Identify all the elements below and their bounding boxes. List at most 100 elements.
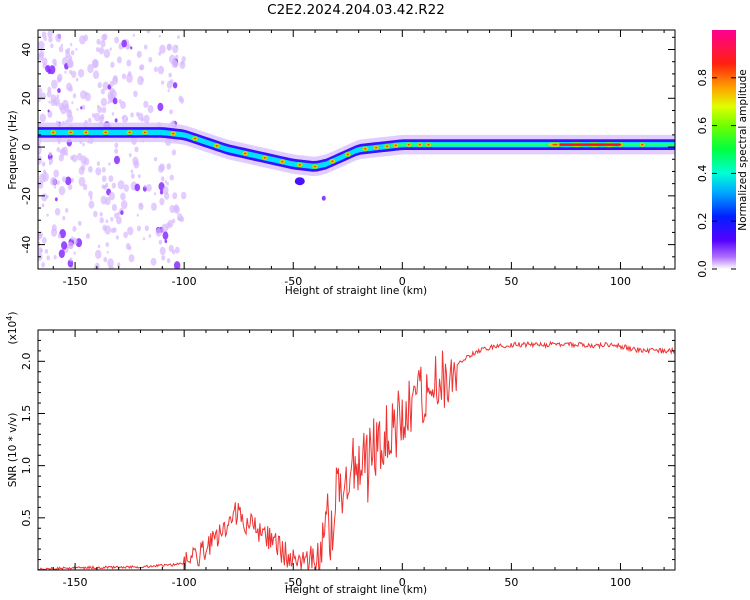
ridge-hotspot (638, 142, 646, 148)
noise-speckle (166, 182, 169, 186)
noise-speckle (159, 44, 166, 54)
noise-speckle (82, 183, 88, 191)
noise-speckle (123, 184, 130, 192)
noise-speckle (105, 242, 109, 248)
noise-speckle (136, 213, 139, 217)
ridge-hotspot (261, 155, 269, 161)
noise-speckle (94, 112, 101, 122)
snr-ticks: -150 -100 -50 0 50 100 0.5 1.0 1.5 2.0 (20, 330, 675, 589)
noise-speckle (117, 211, 121, 216)
ridge-hotspot (169, 131, 177, 137)
noise-speckle (98, 46, 105, 55)
noise-speckle (91, 58, 99, 69)
noise-speckle (81, 104, 86, 110)
noise-speckle (38, 247, 43, 254)
ridge-hotspot (424, 142, 432, 148)
ridge-hotspot (311, 163, 319, 170)
noise-speckle (161, 80, 165, 85)
noise-speckle (83, 157, 90, 166)
noise-speckle (65, 207, 69, 213)
colorbar-label: Normalized spectral amplitude (737, 69, 749, 230)
noise-speckle (153, 66, 158, 73)
noise-speckle (53, 185, 57, 189)
noise-speckle (159, 189, 164, 195)
noise-speckle (160, 176, 165, 182)
y-tick-label: 1.5 (20, 405, 33, 423)
noise-speckle (115, 216, 122, 225)
noise-speckle (48, 100, 51, 104)
noise-speckle (71, 101, 74, 105)
noise-speckle (53, 169, 60, 178)
noise-speckle (132, 156, 139, 166)
noise-speckle (96, 38, 101, 45)
noise-speckle (121, 73, 127, 80)
noise-speckle (148, 234, 152, 238)
x-tick-label: -50 (284, 576, 302, 589)
noise-speckle (100, 88, 105, 95)
noise-speckle (168, 244, 174, 253)
noise-speckle (52, 58, 57, 66)
noise-speckle (108, 175, 114, 183)
noise-speckle (50, 176, 57, 186)
noise-speckle (136, 111, 140, 117)
noise-speckle (41, 262, 46, 268)
noise-speckle (46, 255, 50, 261)
noise-speckle (58, 186, 66, 196)
noise-speckle (62, 215, 66, 221)
noise-speckle (111, 182, 116, 189)
noise-speckle (128, 254, 135, 263)
noise-speckle (107, 258, 114, 268)
noise-speckle (114, 118, 118, 123)
noise-speckle (50, 99, 56, 107)
noise-speckle (57, 88, 61, 94)
noise-speckle (166, 258, 171, 264)
noise-speckle (42, 57, 48, 66)
noise-speckle (125, 242, 131, 250)
noise-speckle (39, 113, 47, 123)
noise-speckle (60, 43, 64, 47)
noise-speckle (120, 100, 126, 110)
noise-speckle (134, 146, 139, 153)
dip-blob (294, 177, 305, 186)
y-tick-label: 0 (20, 144, 33, 151)
noise-speckle (111, 112, 115, 116)
noise-speckle (71, 154, 78, 163)
noise-speckle (56, 147, 60, 152)
noise-speckle (38, 87, 43, 95)
noise-speckle (159, 163, 165, 172)
snr-panel: -150 -100 -50 0 50 100 0.5 1.0 1.5 2.0 Height of … (5, 312, 676, 596)
y-tick-label: 40 (20, 43, 33, 57)
noise-speckle (77, 68, 85, 78)
x-tick-label: -150 (63, 275, 88, 288)
noise-speckle (136, 225, 141, 232)
noise-speckle (147, 104, 154, 114)
ridge-hotspot (67, 129, 75, 136)
noise-speckle (68, 184, 73, 191)
noise-speckle (127, 226, 134, 236)
noise-speckle (88, 117, 92, 123)
noise-speckle (47, 109, 50, 113)
noise-speckle (53, 255, 57, 260)
noise-speckle (121, 114, 128, 124)
noise-speckle (117, 262, 121, 268)
noise-speckle (146, 183, 152, 192)
noise-speckle (110, 217, 114, 222)
noise-speckle (99, 212, 103, 217)
noise-speckle (130, 173, 135, 179)
x-tick-label: -100 (172, 275, 197, 288)
noise-speckle (80, 106, 83, 110)
noise-speckle (172, 192, 178, 200)
x-tick-label: 50 (504, 275, 518, 288)
noise-speckle (101, 34, 107, 42)
noise-speckle (58, 249, 65, 259)
noise-speckle (47, 86, 52, 93)
noise-speckle (46, 213, 49, 217)
noise-speckle (61, 99, 69, 110)
ridge-hotspot (361, 146, 369, 152)
noise-speckle (69, 42, 73, 47)
noise-speckle (109, 87, 115, 96)
noise-speckle (83, 34, 89, 42)
noise-speckle (115, 235, 119, 240)
noise-speckle (56, 94, 60, 99)
noise-speckle (50, 43, 54, 49)
